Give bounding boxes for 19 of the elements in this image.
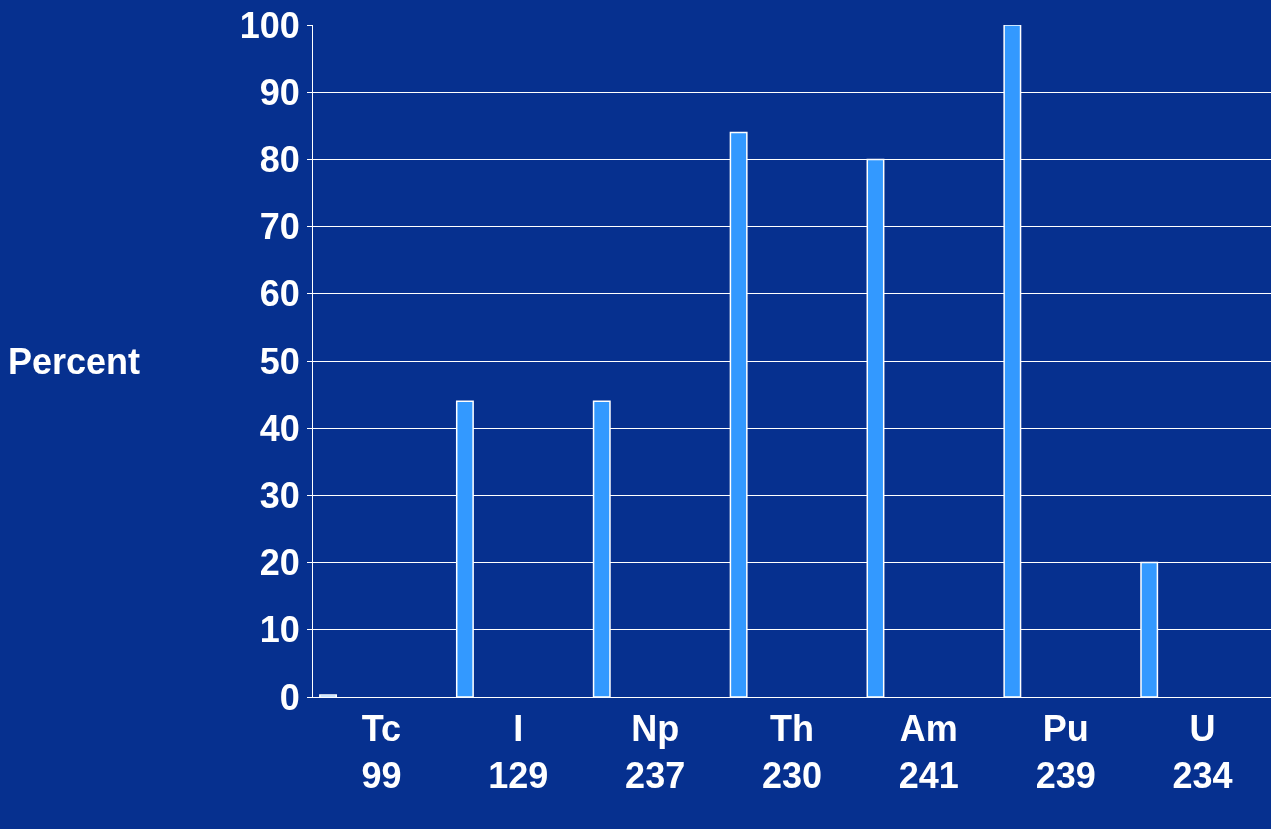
y-tick-label: 40 <box>259 407 300 449</box>
x-tick-label: Pu 239 <box>1035 708 1096 796</box>
y-tick-label: 100 <box>239 4 300 46</box>
y-tick-label: 60 <box>259 273 300 315</box>
x-tick-label: Th 230 <box>761 708 823 796</box>
x-tick-label: U 234 <box>1172 708 1233 796</box>
y-tick-label: 80 <box>259 139 300 180</box>
y-tick-label: 90 <box>259 71 300 113</box>
y-tick-label: 50 <box>259 340 300 382</box>
y-axis-title: Percent <box>8 341 141 382</box>
x-tick-label: Am 241 <box>898 708 959 796</box>
y-tick-label: 30 <box>259 475 300 516</box>
y-tick-label: 20 <box>259 542 300 584</box>
y-tick-label: 70 <box>259 206 300 248</box>
x-tick-label: I 129 <box>488 708 549 796</box>
x-tick-label: Tc 99 <box>361 708 402 796</box>
y-tick-label: 10 <box>259 609 300 651</box>
x-tick-label: Np 237 <box>625 708 686 796</box>
y-tick-label: 0 <box>279 676 300 718</box>
